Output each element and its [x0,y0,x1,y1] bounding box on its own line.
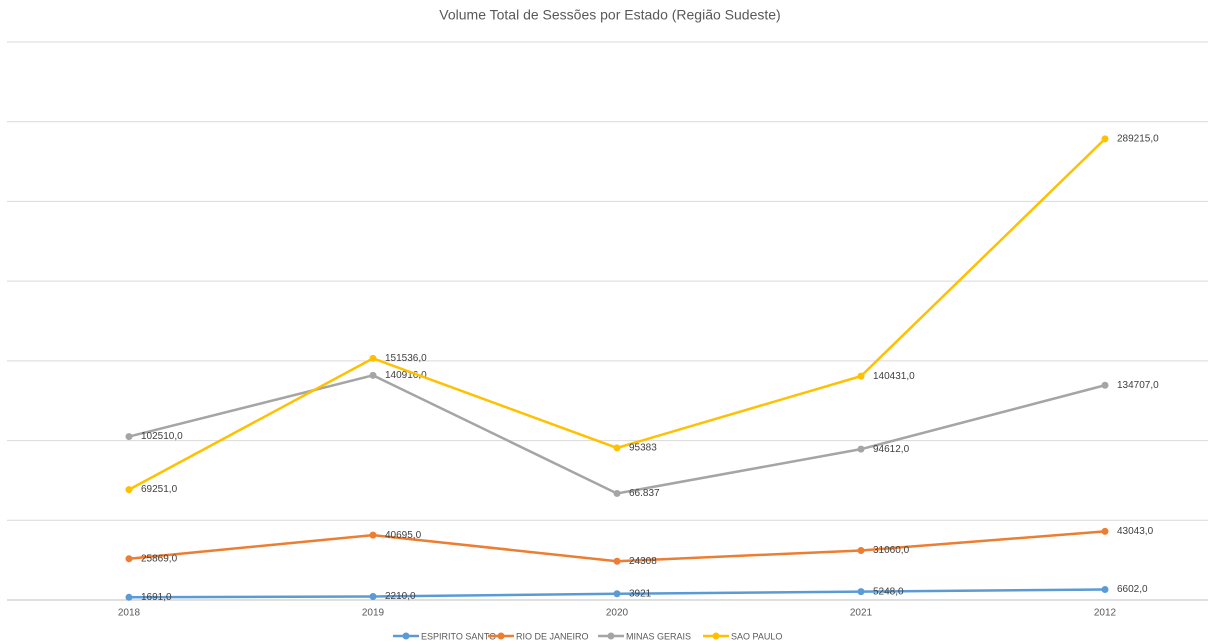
point [125,555,133,563]
x-tick-label: 2021 [850,608,873,619]
x-tick-label: 2019 [362,608,385,619]
data-label: 69251,0 [141,484,178,495]
legend-label: ESPIRITO SANTO [421,631,496,641]
line [128,530,1106,563]
x-tick-label: 2020 [606,608,629,619]
line [128,374,1106,495]
legend-marker [607,632,615,640]
point [1101,135,1109,143]
point [369,531,377,539]
point [125,433,133,441]
data-label: 134707,0 [1117,380,1159,391]
data-label: 102510,0 [141,431,183,442]
point [857,372,865,380]
data-label: 6602,0 [1117,584,1148,595]
point [857,445,865,453]
chart-title: Volume Total de Sessões por Estado (Regi… [439,7,780,23]
x-tick-label: 2018 [118,608,141,619]
data-label: 5248,0 [873,586,904,597]
point [1101,585,1109,593]
point [857,546,865,554]
data-label: 1691,0 [141,592,172,603]
legend-marker [402,632,410,640]
data-label: 95383 [629,443,657,454]
data-label: 2210,0 [385,591,416,602]
data-label: 40695,0 [385,530,422,541]
data-label: 94612,0 [873,444,910,455]
legend-label: SAO PAULO [731,631,782,641]
data-label: 140916,0 [385,370,427,381]
legend-marker [497,632,505,640]
data-label: 43043,0 [1117,526,1154,537]
x-tick-label: 2012 [1094,608,1117,619]
point [857,588,865,596]
point [369,592,377,600]
data-label: 289215,0 [1117,134,1159,145]
data-label: 66.837 [629,488,660,499]
point [613,590,621,598]
point [125,593,133,601]
legend-label: RIO DE JANEIRO [516,631,589,641]
line [128,138,1106,491]
point [613,489,621,497]
data-label: 25869,0 [141,553,178,564]
data-label: 3921 [629,588,652,599]
point [1101,381,1109,389]
data-label: 151536,0 [385,353,427,364]
legend-label: MINAS GERAIS [626,631,691,641]
point [1101,527,1109,535]
legend-marker [712,632,720,640]
data-label: 24308 [629,556,657,567]
data-label: 31060,0 [873,545,910,556]
point [369,371,377,379]
point [125,486,133,494]
data-label: 140431,0 [873,371,915,382]
point [613,444,621,452]
point [613,557,621,565]
point [369,354,377,362]
